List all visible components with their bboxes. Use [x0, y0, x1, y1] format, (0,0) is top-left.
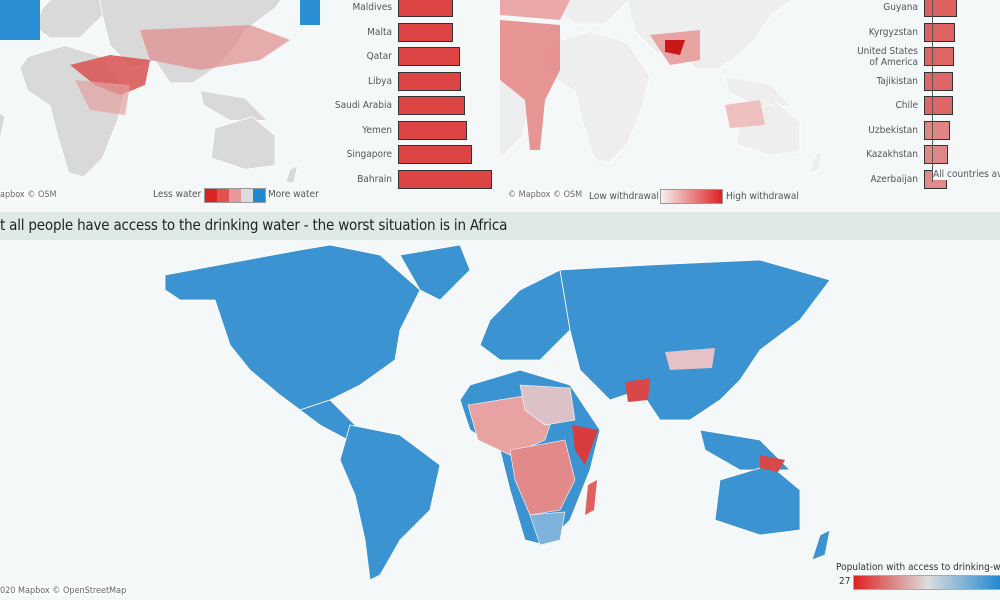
asia [559, 259, 831, 421]
bar-label: Azerbaijan [870, 173, 918, 185]
madagascar-region [585, 480, 597, 515]
bar-label: Yemen [362, 124, 392, 136]
bar-label: Chile [895, 100, 918, 111]
map-credit-2: © Mapbox © OSM [508, 190, 583, 200]
bar[interactable] [924, 120, 950, 140]
bar[interactable] [398, 169, 492, 189]
map-credit: apbox © OSM [0, 190, 57, 200]
average-label: All countries average [933, 169, 1000, 180]
bar[interactable] [924, 0, 957, 17]
greenland [399, 244, 471, 301]
southeast-asia [199, 90, 269, 121]
bar-label: Maldives [352, 2, 392, 13]
bar[interactable] [398, 22, 453, 42]
bar-label: Guyana [883, 2, 918, 13]
south-america-region [500, 20, 560, 150]
australia-region [725, 100, 765, 128]
bar[interactable] [924, 22, 955, 42]
legend-swatch [253, 189, 265, 202]
legend-swatch [241, 189, 253, 202]
north-america-region [500, 0, 570, 20]
mongolia-region [665, 348, 715, 370]
bar-label: United States of America [857, 45, 918, 68]
russia-region [300, 0, 320, 25]
bar-label: Singapore [346, 149, 392, 160]
legend-min-value: 27 [839, 576, 851, 587]
bar-label: Tajikistan [876, 75, 919, 87]
bar-label: Kyrgyzstan [868, 26, 918, 38]
somalia-region [572, 425, 598, 465]
legend-access-gradient[interactable] [853, 575, 1000, 590]
asia [626, 0, 793, 70]
bar-label: Libya [367, 75, 392, 87]
legend-high-label: More water [268, 189, 319, 200]
bar-label: Malta [367, 26, 392, 38]
south-america [339, 424, 441, 581]
papua-new-guinea-region [760, 455, 785, 472]
asia-region [140, 25, 290, 70]
drinking-water-map[interactable] [0, 242, 1000, 600]
bar-label: Kazakhstan [866, 149, 918, 160]
new-zealand [285, 164, 299, 182]
bar[interactable] [398, 145, 472, 164]
bar[interactable] [924, 96, 953, 115]
south-america [0, 112, 6, 141]
afghanistan-region [665, 40, 685, 55]
bar[interactable] [924, 47, 954, 66]
bar[interactable] [398, 120, 467, 140]
sahel-region [519, 384, 576, 426]
section-title: t all people have access to the drinking… [0, 216, 508, 234]
average-reference-line [932, 0, 933, 182]
water-withdrawal-map[interactable] [500, 0, 845, 182]
bar[interactable] [924, 71, 953, 91]
afghanistan-region [625, 378, 650, 402]
legend-low-label: Less water [153, 189, 202, 200]
bar-label: Qatar [366, 51, 392, 62]
new-zealand [808, 150, 824, 175]
bar[interactable] [398, 0, 453, 17]
legend-withdrawal-gradient[interactable] [660, 189, 723, 204]
bar-label: Saudi Arabia [334, 100, 392, 111]
australia [210, 116, 276, 170]
north-africa-region [75, 80, 130, 115]
legend-low-withdrawal: Low withdrawal [589, 191, 659, 202]
legend-high-withdrawal: High withdrawal [726, 191, 799, 202]
bar[interactable] [924, 145, 948, 164]
central-africa-region [509, 439, 576, 516]
bar[interactable] [398, 71, 461, 91]
canada-region [0, 0, 40, 40]
africa [544, 31, 651, 164]
legend-water-scale[interactable] [204, 188, 266, 203]
bar-label: Bahrain [357, 173, 392, 185]
legend-swatch [229, 189, 241, 202]
water-availability-map[interactable] [0, 0, 330, 182]
north-america [164, 244, 421, 411]
bar[interactable] [398, 47, 460, 66]
legend-swatch [205, 189, 217, 202]
australia [714, 464, 801, 536]
europe [559, 0, 628, 25]
new-zealand [811, 529, 831, 561]
title-band [0, 212, 1000, 240]
legend-title: Population with access to drinking-water [836, 562, 1000, 573]
bar-label: Uzbekistan [868, 124, 918, 136]
bar[interactable] [398, 96, 465, 115]
europe [34, 0, 103, 39]
legend-swatch [217, 189, 229, 202]
europe [479, 269, 571, 361]
map-credit-3: 020 Mapbox © OpenStreetMap [0, 586, 127, 596]
southern-africa-region [529, 511, 566, 546]
